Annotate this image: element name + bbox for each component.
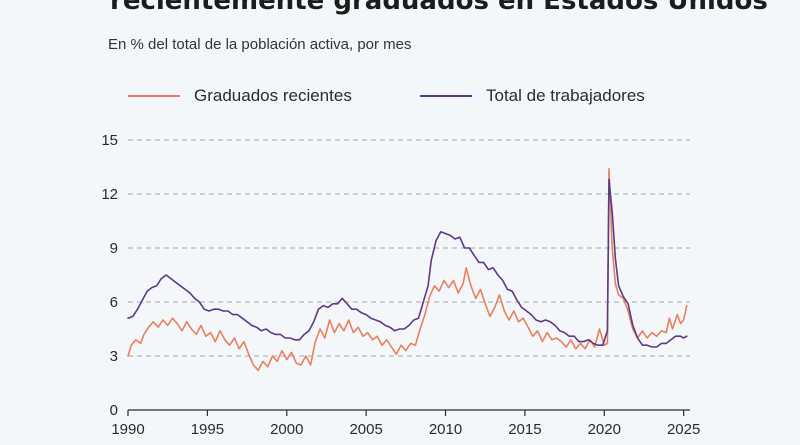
- x-tick-label-2020: 2020: [588, 421, 621, 438]
- x-tick-label-2010: 2010: [429, 421, 462, 438]
- legend-label-graduados: Graduados recientes: [194, 86, 352, 105]
- y-tick-label-3: 3: [110, 348, 118, 365]
- legend-item-graduados: Graduados recientes: [128, 86, 352, 106]
- y-tick-label-9: 9: [110, 240, 118, 257]
- legend-label-total: Total de trabajadores: [486, 86, 645, 105]
- legend-swatch-graduados: [128, 95, 180, 97]
- axis-layer: 0 3 6 9 12 15 1990 1995 2000 2005 2010 2015 2020 2025: [101, 132, 700, 438]
- series-layer: [127, 168, 688, 372]
- chart-legend: Graduados recientes Total de trabajadore…: [0, 86, 800, 112]
- x-tick-label-2015: 2015: [508, 421, 541, 438]
- legend-swatch-total: [420, 95, 472, 97]
- y-tick-label-0: 0: [110, 402, 118, 419]
- chart-title: recientemente graduados en Estados Unido…: [110, 0, 768, 16]
- chart-subtitle: En % del total de la población activa, p…: [108, 36, 412, 53]
- x-tick-label-1990: 1990: [111, 421, 144, 438]
- x-tick-label-2025: 2025: [667, 421, 700, 438]
- grid-layer: [128, 139, 690, 357]
- series-line-graduados-recientes: [127, 168, 688, 372]
- y-tick-label-6: 6: [110, 294, 118, 311]
- x-tick-label-1995: 1995: [191, 421, 224, 438]
- y-tick-label-12: 12: [101, 186, 118, 203]
- legend-item-total: Total de trabajadores: [420, 86, 645, 106]
- x-tick-label-2000: 2000: [270, 421, 303, 438]
- series-line-total-trabajadores: [127, 178, 688, 348]
- y-tick-label-15: 15: [101, 132, 118, 149]
- x-tick-label-2005: 2005: [349, 421, 382, 438]
